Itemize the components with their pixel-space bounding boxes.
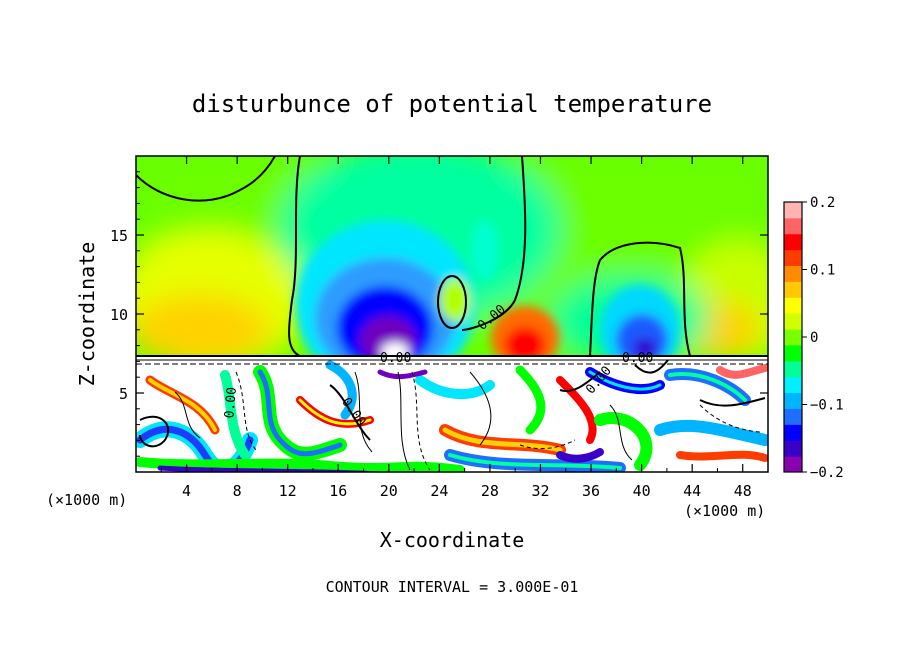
x-tick-label: 48	[734, 482, 752, 500]
colorbar-tick-label: 0.1	[810, 263, 835, 279]
y-tick-label: 15	[110, 227, 128, 245]
x-axis-label: X-coordinate	[380, 528, 525, 552]
zero-contours	[136, 156, 768, 448]
colorbar-swatch	[784, 217, 802, 235]
colorbar-swatch	[784, 408, 802, 425]
x-tick-label: 4	[182, 482, 191, 500]
colorbar-tick-label: −0.2	[810, 465, 844, 481]
colorbar-swatch	[784, 360, 802, 378]
colorbar-tick-label: 0	[810, 330, 818, 346]
x-tick-label: 24	[430, 482, 448, 500]
x-tick-label: 8	[233, 482, 242, 500]
colorbar: 0.2 0.1 0 −0.1 −0.2	[783, 195, 844, 481]
x-tick-label: 32	[531, 482, 549, 500]
colorbar-swatch	[784, 297, 802, 314]
x-tick-label: 16	[329, 482, 347, 500]
colorbar-swatch	[784, 440, 802, 457]
colorbar-swatch	[784, 344, 802, 362]
x-axis-unit-right: (×1000 m)	[684, 502, 765, 520]
y-axis-label: Z-coordinate	[75, 242, 99, 387]
colorbar-swatch	[784, 456, 802, 473]
colorbar-tick-label: 0.2	[810, 195, 835, 211]
colorbar-swatch	[784, 376, 802, 394]
colorbar-swatch	[784, 249, 802, 267]
x-tick-label: 20	[380, 482, 398, 500]
colorbar-swatch	[784, 424, 802, 441]
colorbar-swatch	[784, 233, 802, 251]
lower-turbulent-field	[136, 356, 768, 472]
colorbar-swatch	[784, 281, 802, 298]
colorbar-swatch	[784, 392, 802, 409]
contour-interval-footer: CONTOUR INTERVAL = 3.000E-01	[326, 578, 579, 596]
y-tick-label: 10	[110, 306, 128, 324]
colorbar-swatch	[784, 265, 802, 282]
x-tick-label: 44	[683, 482, 701, 500]
chart-title: disturbunce of potential temperature	[192, 90, 712, 118]
contour-label: 0.00	[622, 351, 653, 366]
colorbar-swatch	[784, 329, 802, 346]
x-axis: 4 8 12 16 20 24 28 32 36 40 44 48	[160, 156, 752, 500]
x-tick-label: 28	[481, 482, 499, 500]
contour-label: 0.00	[222, 387, 240, 420]
x-axis-unit-left: (×1000 m)	[46, 491, 127, 509]
plot-area: 0.00 0.00 0.00 0.00 0.00 0.00	[136, 156, 768, 472]
contour-label: 0.00	[380, 351, 411, 366]
x-tick-label: 40	[633, 482, 651, 500]
colorbar-tick-label: −0.1	[810, 398, 844, 414]
x-tick-label: 36	[582, 482, 600, 500]
colorbar-swatch	[784, 313, 802, 330]
y-axis: 5 10 15	[110, 171, 768, 457]
y-tick-label: 5	[119, 385, 128, 403]
x-tick-label: 12	[279, 482, 297, 500]
upper-field	[136, 156, 768, 356]
colorbar-swatch	[784, 202, 802, 219]
